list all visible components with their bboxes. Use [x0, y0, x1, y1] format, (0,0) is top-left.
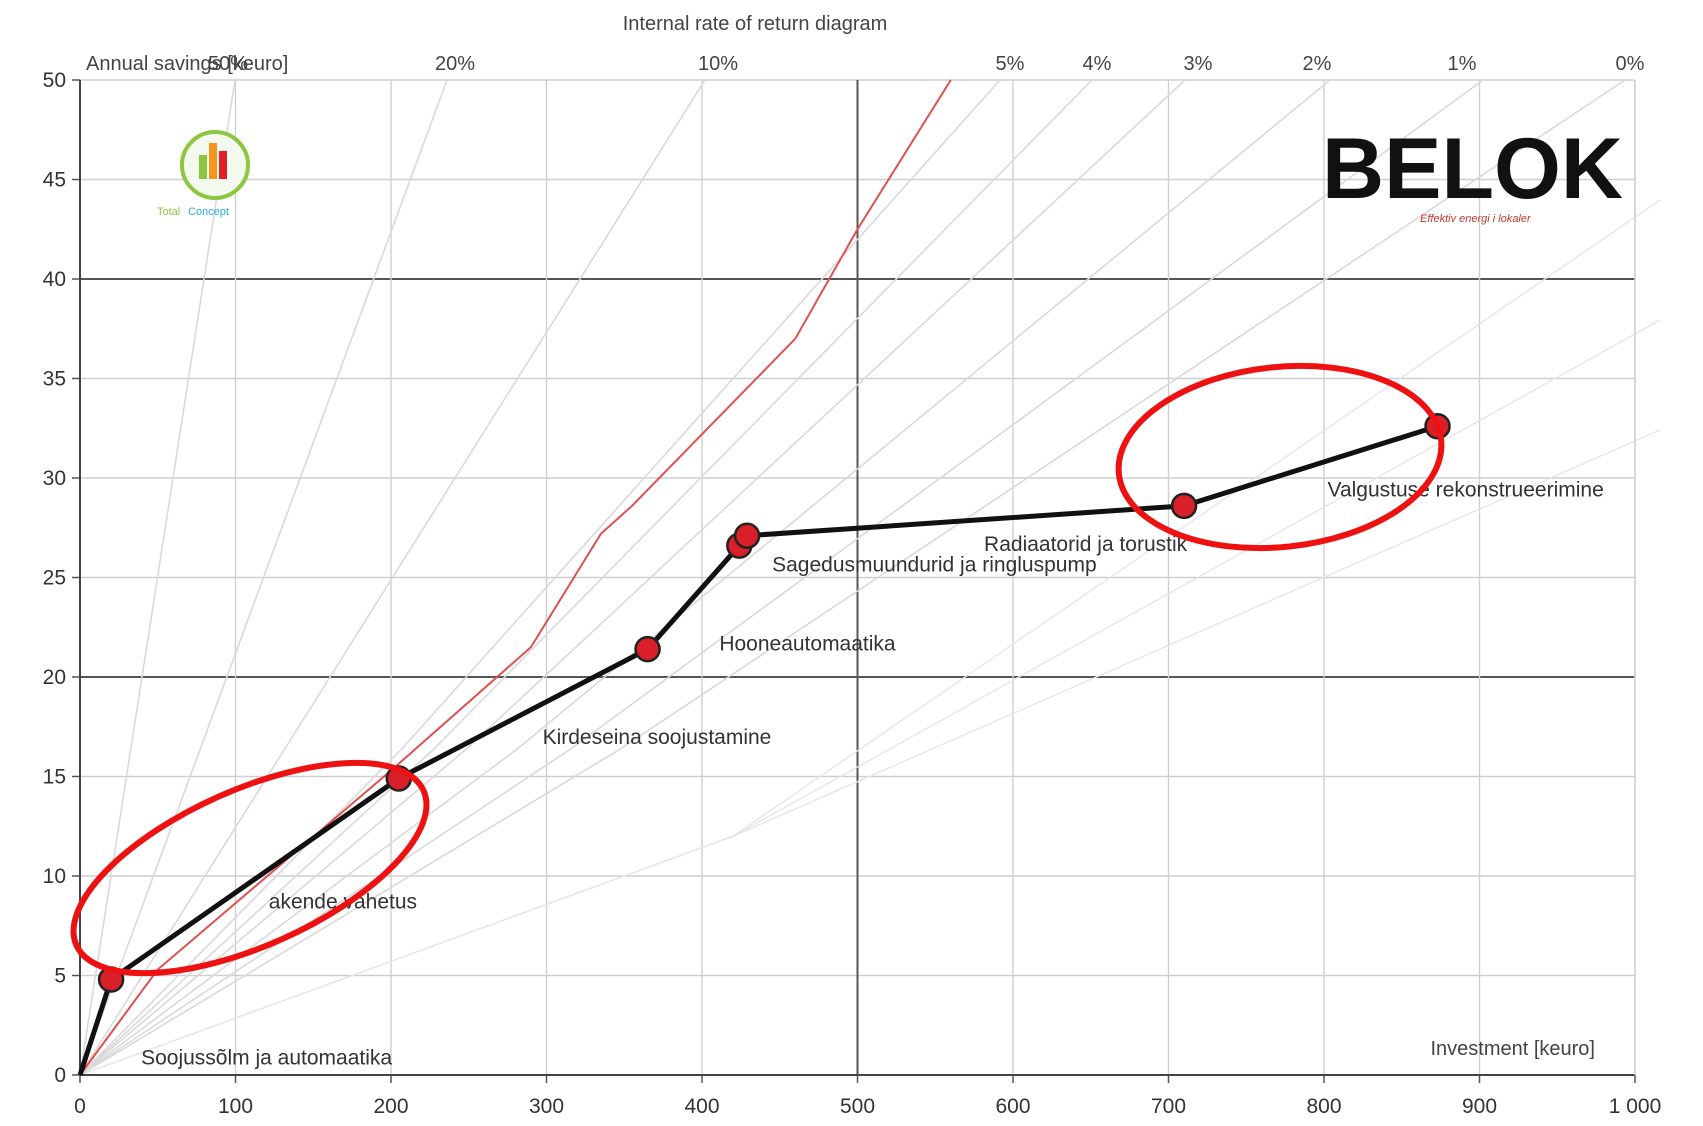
point-label: Kirdeseina soojustamine: [543, 726, 772, 749]
irr-label: 1%: [1448, 53, 1477, 75]
x-tick-label: 1 000: [1609, 1095, 1662, 1118]
highlight-ellipse-left: [70, 759, 430, 977]
irr-guide-lines: [79, 79, 1661, 1076]
x-tick-label: 100: [218, 1095, 253, 1118]
irr-guide-line: [79, 79, 1331, 1076]
data-point: [733, 522, 761, 549]
point-label: akende vahetus: [269, 890, 417, 913]
irr-threshold-line: [79, 79, 952, 1076]
y-tick-label: 40: [43, 268, 66, 291]
belok-logo: BELOK Effektiv energi i lokaler: [1322, 121, 1623, 225]
irr-guide-line-faint: [79, 429, 1661, 1076]
x-tick-label: 200: [373, 1095, 408, 1118]
y-tick-label: 20: [43, 666, 66, 689]
totalconcept-logo: Total Concept: [157, 130, 250, 218]
point-label: Radiaatorid ja torustik: [984, 533, 1188, 556]
highlight-ellipses: [70, 362, 1445, 977]
y-tick-label: 15: [43, 766, 66, 789]
data-point: [634, 635, 661, 663]
irr-guide-line: [79, 79, 1484, 1076]
x-tick-labels: 0 100 200 300 400 500 600 700 800 900 1 000: [74, 1095, 1661, 1118]
irr-label: 2%: [1303, 53, 1332, 75]
irr-label: 4%: [1083, 53, 1112, 75]
x-tick-label: 800: [1306, 1095, 1341, 1118]
x-tick-label: 500: [840, 1095, 875, 1118]
irr-label: 20%: [435, 53, 475, 75]
y-axis-label: Annual savings [keuro]: [86, 53, 288, 75]
irr-label: 50%: [208, 53, 248, 75]
y-tick-label: 5: [54, 965, 66, 988]
point-label: Soojussõlm ja automaatika: [141, 1046, 392, 1069]
irr-guide-line: [79, 79, 448, 1076]
x-tick-label: 300: [529, 1095, 564, 1118]
irr-label: 3%: [1184, 53, 1213, 75]
belok-brand-text: BELOK: [1322, 121, 1623, 217]
y-tick-label: 25: [43, 567, 66, 590]
chart-title: Internal rate of return diagram: [623, 13, 888, 35]
point-label: Valgustuse rekonstrueerimine: [1328, 478, 1604, 501]
point-label: Hooneautomaatika: [719, 633, 896, 656]
x-tick-label: 0: [74, 1095, 86, 1118]
irr-label: 10%: [698, 53, 738, 75]
irr-guide-line: [79, 79, 1626, 1076]
savings-series: [77, 413, 1451, 1076]
highlight-ellipse-right: [1115, 362, 1445, 552]
x-tick-label: 700: [1151, 1095, 1186, 1118]
y-tick-label: 30: [43, 467, 66, 490]
grid-lines: [72, 79, 1636, 1083]
totalconcept-text-a: Total: [157, 206, 180, 218]
irr-label: 5%: [996, 53, 1025, 75]
point-labels: Soojussõlm ja automaatika akende vahetus K…: [141, 478, 1604, 1069]
y-tick-labels: 0 5 10 15 20 25 30 35 40 45 50: [43, 69, 66, 1087]
series-line: [77, 423, 1439, 1076]
y-tick-label: 0: [54, 1064, 66, 1087]
x-tick-label: 400: [684, 1095, 719, 1118]
irr-guide-line: [79, 79, 236, 1076]
x-tick-label: 900: [1462, 1095, 1497, 1118]
irr-guide-line: [79, 79, 706, 1076]
y-tick-label: 10: [43, 865, 66, 888]
x-tick-label: 600: [995, 1095, 1030, 1118]
irr-label: 0%: [1616, 53, 1645, 75]
point-label: Sagedusmuundurid ja ringluspump: [772, 554, 1097, 577]
totalconcept-text-b: Concept: [188, 206, 229, 218]
irr-labels: 50% 20% 10% 5% 4% 3% 2% 1% 0%: [208, 53, 1645, 75]
data-point: [1170, 492, 1198, 520]
y-tick-label: 45: [43, 169, 66, 192]
y-tick-label: 35: [43, 368, 66, 391]
belok-tagline: Effektiv energi i lokaler: [1420, 213, 1532, 225]
x-axis-label: Investment [keuro]: [1430, 1038, 1595, 1060]
y-tick-label: 50: [43, 69, 66, 92]
